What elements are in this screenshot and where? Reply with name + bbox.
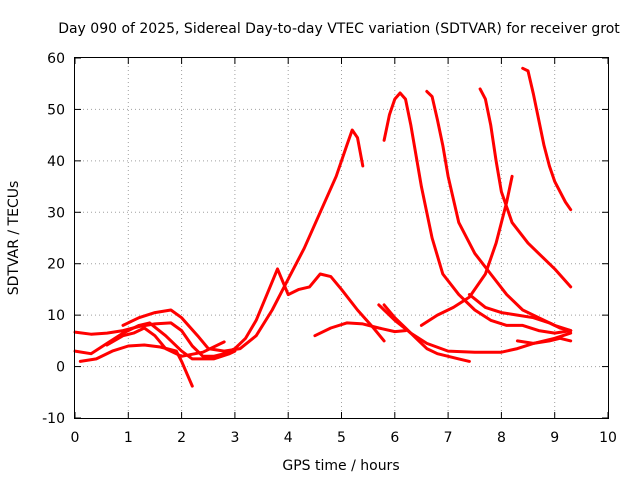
- data-series: [73, 66, 573, 388]
- y-tick-label: 0: [56, 360, 65, 376]
- series-arc-7: [382, 91, 573, 335]
- series-arc-14: [521, 66, 573, 212]
- x-tick-label: 3: [230, 430, 239, 446]
- series-arc-15: [515, 336, 573, 345]
- grid-lines: [75, 58, 608, 418]
- y-tick-label: 60: [47, 51, 65, 67]
- y-tick-label: 30: [47, 205, 65, 221]
- x-axis-label: GPS time / hours: [282, 458, 399, 474]
- y-tick-label: 20: [47, 257, 65, 273]
- chart-title: Day 090 of 2025, Sidereal Day-to-day VTE…: [58, 21, 620, 37]
- plot-frame: [74, 57, 609, 419]
- series-arc-10: [425, 89, 573, 333]
- series-arc-8: [382, 303, 471, 363]
- series-arc-13: [467, 293, 573, 333]
- y-tick-label: -10: [42, 411, 65, 427]
- series-arc-4: [121, 128, 365, 353]
- x-tick-label: 6: [390, 430, 399, 446]
- x-tick-label: 10: [599, 430, 617, 446]
- series-arc-1: [73, 267, 386, 358]
- x-tick-label: 2: [177, 430, 186, 446]
- y-tick-label: 50: [47, 102, 65, 118]
- x-tick-label: 1: [124, 430, 133, 446]
- x-tick-label: 4: [284, 430, 293, 446]
- series-arc-2: [73, 321, 237, 361]
- y-axis-label: SDTVAR / TECUs: [6, 181, 22, 296]
- series-arc-5: [105, 326, 226, 358]
- x-tick-label: 0: [71, 430, 80, 446]
- x-tick-label: 7: [444, 430, 453, 446]
- series-arc-11: [419, 174, 514, 327]
- x-tick-label: 9: [550, 430, 559, 446]
- y-tick-label: 10: [47, 308, 65, 324]
- x-tick-label: 8: [497, 430, 506, 446]
- y-tick-label: 40: [47, 154, 65, 170]
- series-arc-12: [478, 87, 573, 289]
- series-arc-6: [313, 321, 407, 338]
- series-arc-3: [78, 343, 194, 388]
- x-tick-label: 5: [337, 430, 346, 446]
- axis-ticks: 0 1 2 3 4 5 6 7 8 9 10 -10 0 10 20 30 40 50 60: [42, 51, 617, 446]
